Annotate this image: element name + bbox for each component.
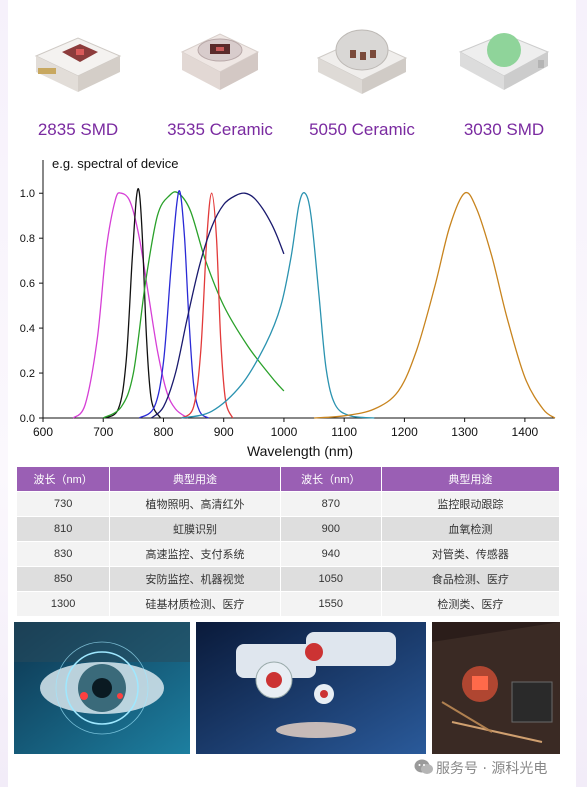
- table-cell: 830: [15, 541, 111, 567]
- chart-svg: e.g. spectral of device 600 700 800 900 1000…: [20, 156, 556, 459]
- product-5050: 5050 Ceramic: [292, 8, 432, 148]
- led-3030-image: [458, 33, 550, 90]
- spectrum-line-930: [150, 192, 285, 419]
- spectrum-line-880: [181, 192, 234, 419]
- circuit-photo: [432, 622, 560, 754]
- x-tick-label: 1400: [512, 425, 539, 439]
- table-row: 830 高速监控、支付系统 940 对管类、传感器: [15, 541, 561, 567]
- x-tick-label: 1300: [451, 425, 478, 439]
- table-cell: 检测类、医疗: [380, 591, 561, 617]
- x-tick-label: 1200: [391, 425, 418, 439]
- column-header: 典型用途: [380, 466, 561, 492]
- x-axis-label: Wavelength (nm): [247, 443, 353, 459]
- spectral-chart: e.g. spectral of device 600 700 800 900 1000…: [0, 150, 587, 462]
- y-tick-label: 0.6: [20, 278, 35, 290]
- eye-scan-photo: [14, 622, 190, 754]
- x-tick-label: 1100: [331, 425, 357, 439]
- table-cell: 安防监控、机器视觉: [109, 566, 281, 592]
- led-2835-image: [34, 37, 122, 92]
- camera-photo: [196, 622, 426, 754]
- product-3535: 3535 Ceramic: [150, 8, 290, 148]
- led-5050-image: [316, 29, 408, 94]
- table-cell: 1050: [279, 566, 382, 592]
- iris-recognition-image: [14, 622, 190, 754]
- table-cell: 硅基材质检测、医疗: [109, 591, 281, 617]
- table-cell: 850: [15, 566, 111, 592]
- column-header: 波长（nm）: [15, 466, 111, 492]
- watermark: 服务号 · 源科光电: [414, 756, 584, 780]
- table-cell: 900: [279, 516, 382, 542]
- table-cell: 870: [279, 491, 382, 517]
- product-2835: 2835 SMD: [8, 8, 148, 148]
- spectrum-line-1300: [314, 191, 556, 419]
- product-label: 5050 Ceramic: [309, 120, 415, 139]
- x-tick-label: 900: [214, 425, 234, 439]
- x-tick-label: 800: [153, 425, 173, 439]
- security-camera-image: [196, 622, 426, 754]
- led-3535-image: [180, 33, 260, 90]
- y-tick-label: 0.4: [20, 323, 35, 335]
- table-cell: 虹膜识别: [109, 516, 281, 542]
- table-cell: 食品检测、医疗: [380, 566, 561, 592]
- product-label: 3535 Ceramic: [167, 120, 273, 139]
- wechat-icon: [414, 759, 433, 774]
- table-row: 730 植物照明、高清红外 870 监控眼动跟踪: [15, 491, 561, 517]
- table-row: 850 安防监控、机器视觉 1050 食品检测、医疗: [15, 566, 561, 592]
- table-cell: 730: [15, 491, 111, 517]
- led-on-circuit-image: [432, 622, 560, 754]
- table-row: 1300 硅基材质检测、医疗 1550 检测类、医疗: [15, 591, 561, 617]
- x-tick-label: 700: [93, 425, 113, 439]
- tick-group: 600 700 800 900 1000 1100 1200 1300 1400 0.0 0.2 0.…: [20, 188, 539, 439]
- column-header: 典型用途: [109, 466, 281, 492]
- spectrum-line-730: [72, 192, 188, 419]
- table-cell: 植物照明、高清红外: [109, 491, 281, 517]
- table-header-row: 波长（nm） 典型用途 波长（nm） 典型用途: [15, 466, 561, 492]
- table-cell: 监控眼动跟踪: [380, 491, 561, 517]
- table-cell: 高速监控、支付系统: [109, 541, 281, 567]
- spectrum-line-760: [102, 188, 162, 419]
- table-cell: 对管类、传感器: [380, 541, 561, 567]
- y-tick-label: 0.8: [20, 233, 35, 245]
- table-cell: 血氧检测: [380, 516, 561, 542]
- wavelength-table: 波长（nm） 典型用途 波长（nm） 典型用途 730 植物照明、高清红外 87…: [15, 466, 561, 617]
- chart-title: e.g. spectral of device: [52, 156, 178, 171]
- watermark-text: 服务号 · 源科光电: [436, 761, 548, 777]
- table-cell: 810: [15, 516, 111, 542]
- y-tick-label: 1.0: [20, 188, 35, 200]
- product-3030: 3030 SMD: [434, 8, 574, 148]
- spectrum-line-1035: [181, 192, 375, 419]
- x-tick-label: 1000: [271, 425, 298, 439]
- product-row: 2835 SMD 3535 Ceramic 5050 Ceramic: [8, 8, 576, 148]
- y-tick-label: 0.2: [20, 368, 35, 380]
- product-label: 3030 SMD: [463, 120, 545, 139]
- x-tick-label: 600: [33, 425, 53, 439]
- table-cell: 1550: [279, 591, 382, 617]
- table-row: 810 虹膜识别 900 血氧检测: [15, 516, 561, 542]
- table-cell: 940: [279, 541, 382, 567]
- product-label: 2835 SMD: [37, 120, 119, 139]
- y-tick-label: 0.0: [20, 413, 35, 425]
- series-group: [72, 188, 556, 419]
- column-header: 波长（nm）: [279, 466, 382, 492]
- spectrum-line-828: [139, 190, 209, 419]
- table-cell: 1300: [15, 591, 111, 617]
